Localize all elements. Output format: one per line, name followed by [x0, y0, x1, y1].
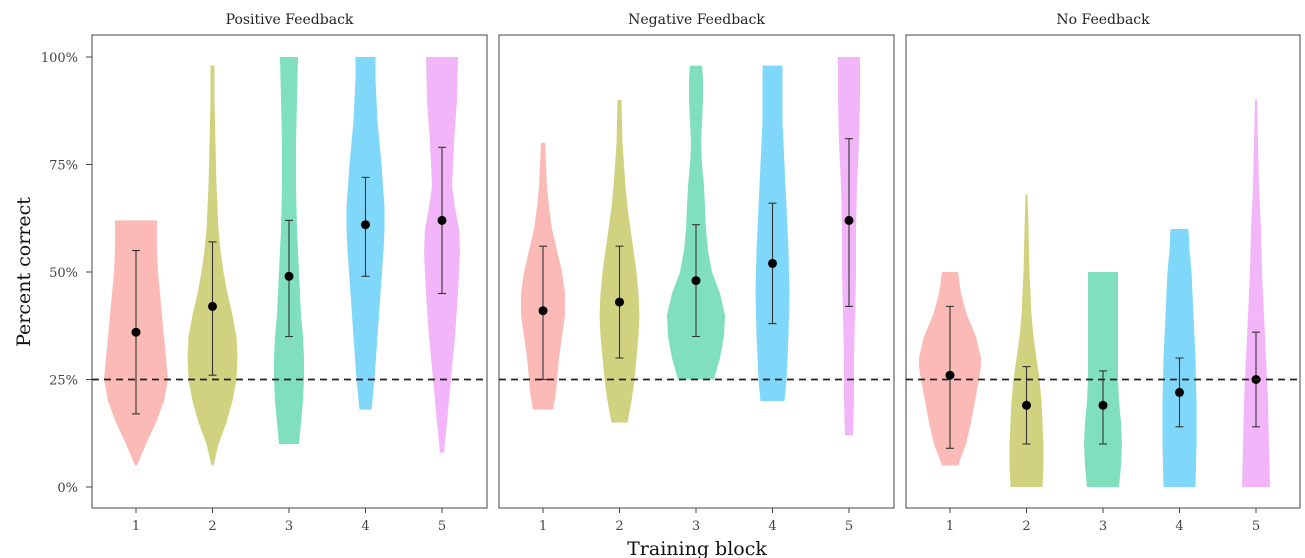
panel-title: Positive Feedback — [226, 12, 354, 28]
x-tick-label: 4 — [361, 519, 369, 534]
x-tick-label: 2 — [208, 519, 216, 534]
mean-point — [284, 271, 294, 281]
mean-point — [615, 297, 624, 307]
mean-point — [1022, 400, 1031, 410]
x-tick-label: 5 — [1252, 519, 1260, 534]
mean-point — [1175, 387, 1184, 397]
y-axis-title: Percent correct — [13, 197, 35, 347]
x-tick-label: 5 — [438, 519, 446, 534]
violin-block-3 — [667, 65, 725, 380]
mean-point — [361, 220, 370, 230]
x-tick-label: 2 — [1022, 519, 1030, 534]
x-axis-title: Training block — [627, 538, 767, 558]
mean-point — [691, 276, 701, 286]
panel-title: No Feedback — [1056, 12, 1150, 28]
x-tick-label: 5 — [845, 519, 853, 534]
panel-title: Negative Feedback — [628, 12, 765, 28]
panel-3: No Feedback 1 2 3 4 5 — [905, 12, 1301, 534]
mean-point — [208, 301, 217, 311]
x-tick-label: 2 — [615, 519, 623, 534]
panel-2: Negative Feedback 1 2 3 4 5 — [498, 12, 895, 534]
mean-point — [437, 215, 447, 225]
y-tick-label: 50% — [49, 266, 78, 281]
violin-block-2 — [1009, 194, 1044, 487]
mean-point — [945, 370, 955, 380]
x-tick-label: 1 — [132, 519, 140, 534]
y-tick-label: 0% — [57, 481, 78, 496]
mean-point — [538, 306, 548, 316]
x-tick-label: 4 — [1175, 519, 1183, 534]
x-tick-label: 4 — [768, 519, 776, 534]
x-tick-label: 1 — [946, 519, 954, 534]
y-tick-label: 75% — [49, 159, 78, 174]
y-tick-label: 25% — [49, 374, 78, 389]
x-tick-label: 3 — [285, 519, 293, 534]
violin-block-5 — [1242, 100, 1270, 487]
mean-point — [1098, 400, 1108, 410]
mean-point — [131, 327, 141, 337]
mean-point — [768, 258, 777, 268]
mean-point — [844, 215, 854, 225]
panel-1: Positive Feedback 1 2 3 4 5 — [91, 12, 488, 534]
x-tick-label: 1 — [539, 519, 547, 534]
y-tick-label: 100% — [41, 51, 78, 66]
x-tick-label: 3 — [692, 519, 700, 534]
x-tick-label: 3 — [1099, 519, 1107, 534]
